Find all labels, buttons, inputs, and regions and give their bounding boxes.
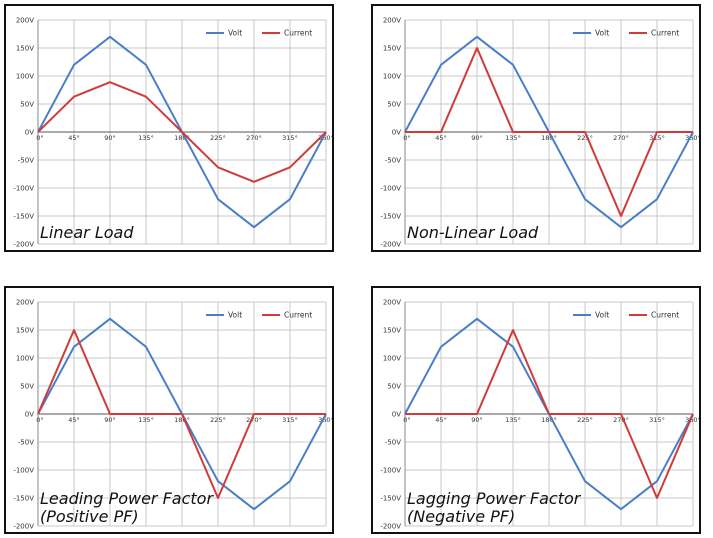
- y-tick-label: 50V: [20, 383, 34, 391]
- legend-label-volt: Volt: [228, 29, 242, 38]
- chart-panel-linear-load: 200V 150V 100V 50V 0V -50V -100V -150V -200V 0° 45…: [4, 4, 334, 252]
- x-tick-label: 315°: [649, 134, 665, 142]
- legend-label-current: Current: [651, 311, 679, 320]
- chart-svg-2: 200V 150V 100V 50V 0V -50V -100V -150V -200V 0° 45…: [380, 17, 699, 249]
- y-tick-label: -100V: [380, 467, 401, 475]
- x-tick-label: 315°: [282, 134, 298, 142]
- series-line-current: [37, 329, 326, 499]
- x-tick-label: 90°: [471, 416, 483, 424]
- panel-title: (Negative PF): [407, 507, 515, 526]
- x-tick-label: 270°: [246, 416, 262, 424]
- series-line-current: [37, 81, 327, 183]
- y-tick-label: -150V: [380, 495, 401, 503]
- chart-panel-lagging-power-factor: 200V 150V 100V 50V 0V -50V -100V -150V -200V 0° 45…: [371, 286, 701, 534]
- x-tick-label: 360°: [318, 134, 332, 142]
- panel-title: Non-Linear Load: [407, 223, 539, 242]
- y-tick-label: -200V: [380, 523, 401, 531]
- y-tick-label: 100V: [16, 355, 34, 363]
- y-tick-label: 0V: [392, 129, 401, 137]
- x-tick-label: 225°: [577, 134, 593, 142]
- y-tick-label: -200V: [13, 523, 34, 531]
- x-tick-label: 135°: [505, 416, 521, 424]
- x-tick-label: 0°: [36, 416, 43, 424]
- x-tick-label: 315°: [649, 416, 665, 424]
- y-tick-label: 200V: [383, 299, 401, 307]
- series-line-current: [405, 47, 693, 217]
- y-tick-label: 0V: [25, 129, 34, 137]
- y-tick-label: -200V: [380, 241, 401, 249]
- x-tick-label: 45°: [68, 416, 80, 424]
- x-tick-label: 180°: [541, 416, 557, 424]
- y-tick-label: 150V: [383, 327, 401, 335]
- x-tick-label: 45°: [435, 134, 447, 142]
- y-tick-label: 100V: [383, 355, 401, 363]
- x-tick-label: 270°: [613, 134, 629, 142]
- x-tick-label: 225°: [210, 134, 226, 142]
- x-tick-label: 0°: [403, 134, 410, 142]
- x-tick-label: 0°: [36, 134, 43, 142]
- x-tick-label: 135°: [138, 134, 154, 142]
- legend-label-current: Current: [284, 29, 312, 38]
- y-tick-label: -100V: [13, 185, 34, 193]
- y-tick-label: 150V: [16, 327, 34, 335]
- chart-panel-non-linear-load: 200V 150V 100V 50V 0V -50V -100V -150V -200V 0° 45…: [371, 4, 701, 252]
- panel-title: Leading Power Factor: [40, 489, 214, 508]
- x-tick-label: 360°: [685, 416, 699, 424]
- x-tick-label: 180°: [174, 416, 190, 424]
- x-tick-label: 135°: [505, 134, 521, 142]
- y-tick-label: 200V: [16, 17, 34, 25]
- series-line-current: [405, 329, 694, 499]
- legend-label-volt: Volt: [595, 29, 609, 38]
- chart-svg-1: 200V 150V 100V 50V 0V -50V -100V -150V -200V 0° 45…: [13, 17, 332, 249]
- y-tick-label: -50V: [18, 439, 34, 447]
- y-tick-label: 50V: [387, 101, 401, 109]
- y-tick-label: -150V: [13, 213, 34, 221]
- y-tick-label: 200V: [16, 299, 34, 307]
- y-tick-label: 100V: [16, 73, 34, 81]
- x-tick-label: 315°: [282, 416, 298, 424]
- x-tick-label: 360°: [685, 134, 699, 142]
- x-tick-label: 225°: [577, 416, 593, 424]
- x-tick-label: 135°: [138, 416, 154, 424]
- y-tick-label: -50V: [385, 439, 401, 447]
- chart-panel-leading-power-factor: 200V 150V 100V 50V 0V -50V -100V -150V -200V 0° 45…: [4, 286, 334, 534]
- chart-svg-4: 200V 150V 100V 50V 0V -50V -100V -150V -200V 0° 45…: [380, 299, 699, 531]
- y-tick-label: -200V: [13, 241, 34, 249]
- x-tick-label: 0°: [403, 416, 410, 424]
- panel-title: Lagging Power Factor: [407, 489, 582, 508]
- x-tick-label: 270°: [246, 134, 262, 142]
- y-tick-label: -150V: [13, 495, 34, 503]
- legend-label-volt: Volt: [595, 311, 609, 320]
- y-tick-label: 150V: [383, 45, 401, 53]
- y-tick-label: 0V: [392, 411, 401, 419]
- y-tick-label: -50V: [385, 157, 401, 165]
- y-tick-label: 200V: [383, 17, 401, 25]
- y-tick-label: 50V: [20, 101, 34, 109]
- x-tick-label: 270°: [613, 416, 629, 424]
- y-tick-label: 50V: [387, 383, 401, 391]
- legend-label-current: Current: [284, 311, 312, 320]
- x-tick-label: 225°: [210, 416, 226, 424]
- x-tick-label: 90°: [104, 134, 116, 142]
- y-tick-label: 100V: [383, 73, 401, 81]
- y-tick-label: -100V: [380, 185, 401, 193]
- x-tick-label: 360°: [318, 416, 332, 424]
- chart-svg-3: 200V 150V 100V 50V 0V -50V -100V -150V -200V 0° 45…: [13, 299, 332, 531]
- y-tick-label: 0V: [25, 411, 34, 419]
- panel-title: Linear Load: [40, 223, 134, 242]
- y-tick-label: -100V: [13, 467, 34, 475]
- y-tick-label: -50V: [18, 157, 34, 165]
- x-tick-label: 45°: [435, 416, 447, 424]
- legend-label-current: Current: [651, 29, 679, 38]
- x-tick-label: 90°: [104, 416, 116, 424]
- x-tick-label: 90°: [471, 134, 483, 142]
- x-tick-label: 45°: [68, 134, 80, 142]
- y-tick-label: -150V: [380, 213, 401, 221]
- x-tick-label: 180°: [541, 134, 557, 142]
- panel-title: (Positive PF): [40, 507, 139, 526]
- legend-label-volt: Volt: [228, 311, 242, 320]
- y-tick-label: 150V: [16, 45, 34, 53]
- x-tick-label: 180°: [174, 134, 190, 142]
